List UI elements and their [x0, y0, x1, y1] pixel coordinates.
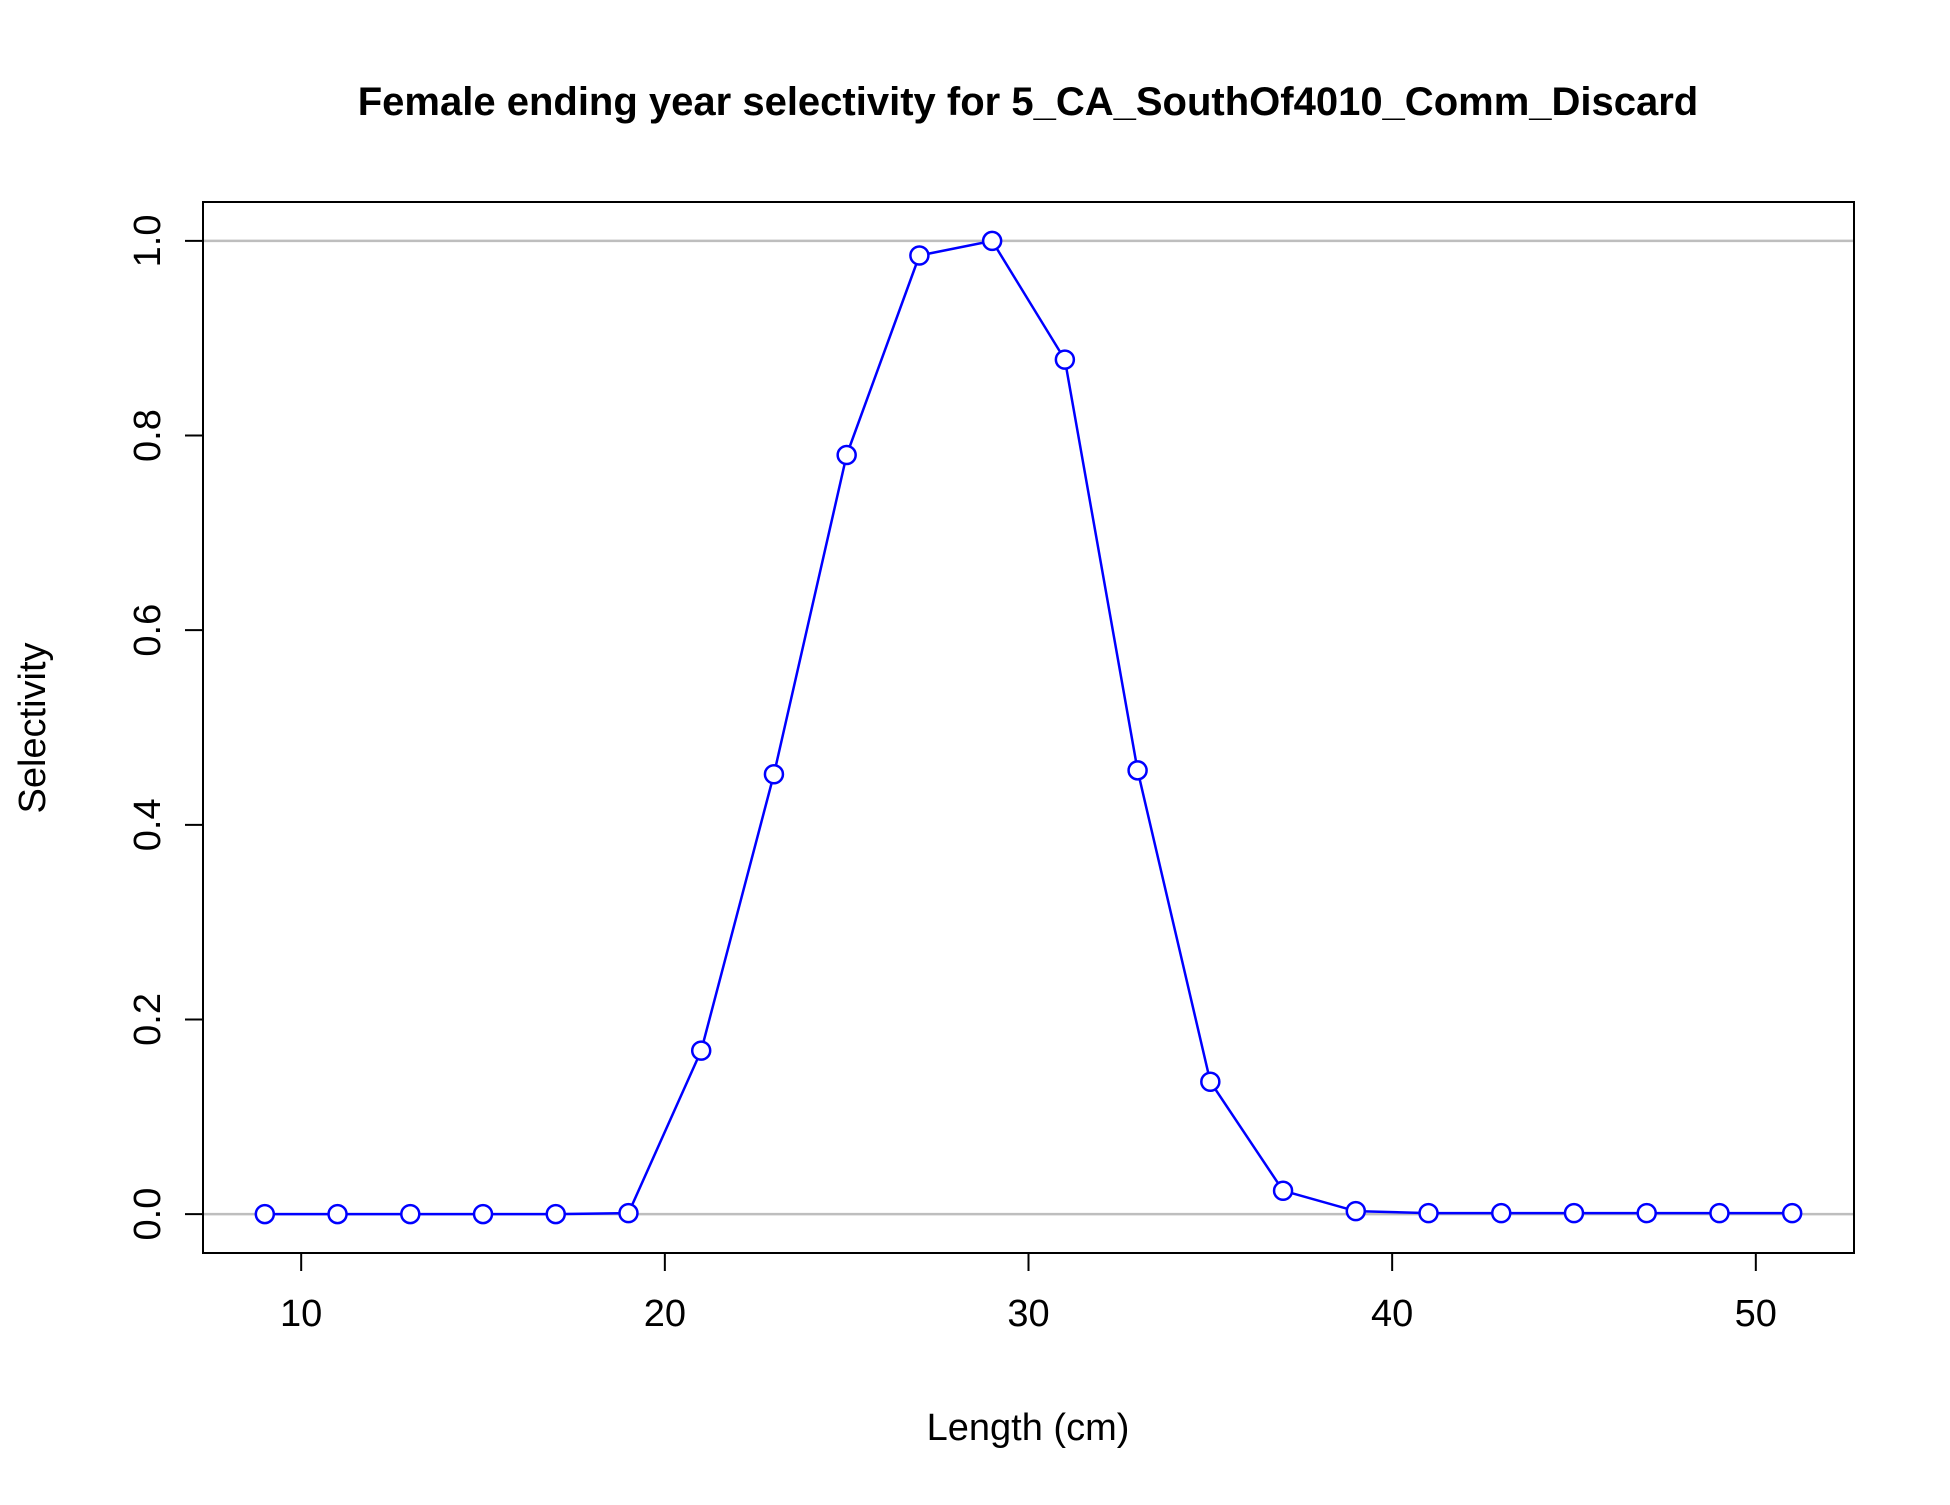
- data-point: [1345, 1200, 1367, 1222]
- plot-frame: [202, 201, 1855, 1254]
- y-axis: 0.0 0.2 0.4 0.6 0.8 1.0: [127, 215, 204, 1241]
- data-point: [763, 763, 785, 785]
- y-tick-label: 0.0: [127, 1188, 169, 1241]
- data-point: [1563, 1202, 1585, 1224]
- data-point: [1272, 1180, 1294, 1201]
- data-point: [1636, 1202, 1657, 1224]
- y-axis-label: Selectivity: [12, 642, 54, 813]
- data-point: [1200, 1071, 1221, 1092]
- x-tick-label: 40: [1371, 1293, 1413, 1335]
- series-layer: [254, 230, 1803, 1225]
- x-tick-label: 30: [1007, 1293, 1049, 1335]
- data-point: [1127, 760, 1148, 781]
- y-tick-label: 0.4: [127, 798, 169, 851]
- y-tick-label: 0.6: [127, 604, 169, 657]
- data-point: [1491, 1202, 1512, 1224]
- data-point: [618, 1202, 639, 1224]
- data-point: [836, 444, 857, 466]
- y-tick-label: 0.2: [127, 993, 169, 1046]
- data-point: [1709, 1202, 1730, 1224]
- data-point: [545, 1203, 566, 1225]
- data-point: [1418, 1202, 1439, 1224]
- x-axis-label: Length (cm): [927, 1407, 1130, 1449]
- data-point: [327, 1203, 348, 1225]
- data-point: [1781, 1202, 1803, 1224]
- data-point: [254, 1203, 276, 1225]
- x-axis: 10 20 30 40 50: [280, 1252, 1777, 1335]
- data-point: [472, 1203, 494, 1225]
- x-tick-label: 50: [1735, 1293, 1777, 1335]
- data-point: [690, 1040, 712, 1061]
- y-tick-label: 0.8: [127, 409, 169, 462]
- y-tick-label: 1.0: [127, 215, 169, 268]
- data-point: [909, 245, 930, 266]
- data-point: [1054, 349, 1076, 370]
- series-line: [264, 239, 1793, 1216]
- x-tick-label: 10: [280, 1293, 322, 1335]
- chart-title: Female ending year selectivity for 5_CA_…: [358, 80, 1699, 124]
- reference-lines: [203, 239, 1854, 1216]
- data-point: [981, 230, 1003, 252]
- data-point: [400, 1203, 421, 1225]
- x-tick-label: 20: [644, 1293, 686, 1335]
